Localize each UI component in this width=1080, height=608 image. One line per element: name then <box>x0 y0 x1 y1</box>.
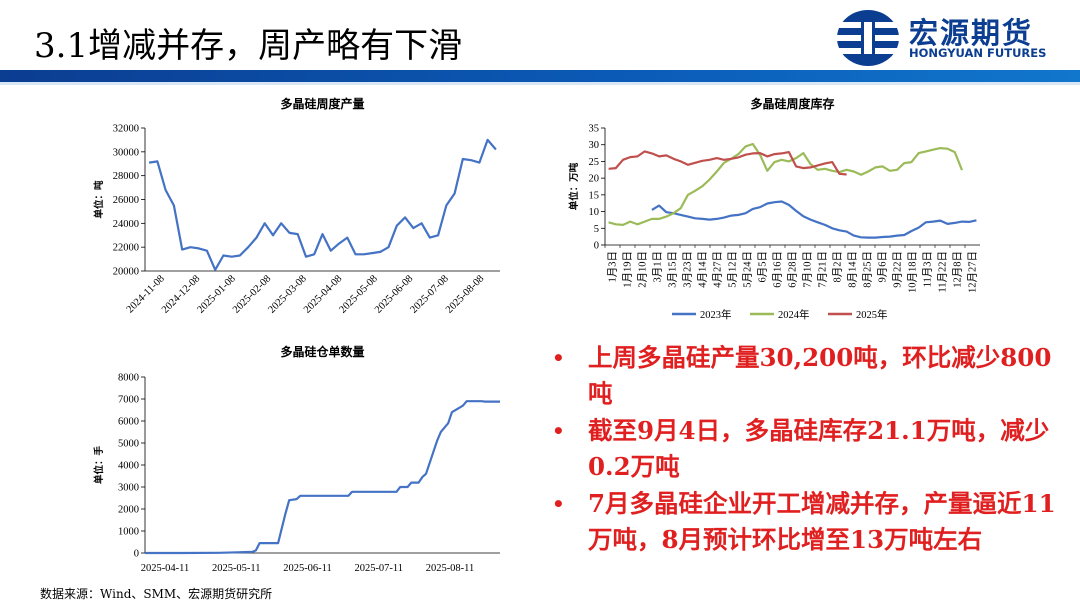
logo-english-name: HONGYUAN FUTURES <box>909 46 1047 60</box>
x-tick-label: 12月27日 <box>967 251 979 293</box>
y-axis-label: 单位：万吨 <box>568 162 580 210</box>
x-tick-label: 3月1日 <box>652 251 664 283</box>
y-tick-label: 7000 <box>118 395 139 406</box>
x-tick-label: 2025-04-11 <box>141 563 190 574</box>
y-tick-label: 8000 <box>118 373 139 384</box>
y-tick-label: 22000 <box>113 243 139 254</box>
y-tick-label: 35 <box>589 124 600 135</box>
data-source: 数据来源：Wind、SMM、宏源期货研究所 <box>40 587 273 601</box>
x-tick-label: 12月8日 <box>952 251 964 288</box>
bullet-dot-icon: • <box>552 419 565 443</box>
company-logo: 宏源期货 HONGYUAN FUTURES <box>835 8 1071 68</box>
legend-label: 2024年 <box>778 308 810 321</box>
x-tick-label: 5月24日 <box>742 251 754 288</box>
x-tick-label: 2月10日 <box>637 251 649 288</box>
x-tick-label: 2025-08-08 <box>444 273 486 315</box>
x-tick-label: 7月21日 <box>817 251 829 288</box>
x-tick-label: 11月22日 <box>937 251 949 293</box>
y-tick-label: 1000 <box>118 527 139 538</box>
x-tick-label: 8月25日 <box>862 251 874 288</box>
legend-label: 2025年 <box>856 308 888 321</box>
y-tick-label: 15 <box>589 190 600 201</box>
y-tick-label: 25 <box>589 157 600 168</box>
y-tick-label: 5000 <box>118 439 139 450</box>
x-tick-label: 2025-05-11 <box>212 563 261 574</box>
logo-chinese-name: 宏源期货 <box>909 16 1034 50</box>
x-tick-label: 3月23日 <box>682 251 694 288</box>
key-points: • 上周多晶硅产量30,200吨，环比减少800吨 • 截至9月4日，多晶硅库存… <box>548 340 1068 559</box>
logo-globe-icon <box>837 10 899 66</box>
bullet-point: • 上周多晶硅产量30,200吨，环比减少800吨 <box>548 340 1068 412</box>
x-tick-label: 1月19日 <box>622 251 634 288</box>
warrant-chart: 多晶硅仓单数量单位：手 0 1000 2000 3000 4000 5000 6000 7000… <box>60 340 520 580</box>
x-tick-label: 3月15日 <box>667 251 679 288</box>
series-line-1 <box>148 138 497 271</box>
page-title: 3.1增减并存，周产略有下滑 <box>34 26 463 66</box>
y-tick-label: 10 <box>589 207 600 218</box>
x-tick-label: 5月12日 <box>727 251 739 288</box>
y-tick-label: 3000 <box>118 483 139 494</box>
chart-title: 多晶硅仓单数量 <box>280 344 364 359</box>
y-axis-label: 单位：手 <box>93 446 105 485</box>
bullet-dot-icon: • <box>552 346 565 370</box>
y-tick-label: 4000 <box>118 461 139 472</box>
x-tick-label: 7月10日 <box>802 251 814 288</box>
series-line-1 <box>145 400 500 555</box>
y-tick-label: 0 <box>594 241 599 252</box>
bullet-text: 截至9月4日，多晶硅库存21.1万吨，减少0.2万吨 <box>588 416 1050 481</box>
series-line-1 <box>651 200 977 239</box>
bullet-text: 上周多晶硅产量30,200吨，环比减少800吨 <box>588 343 1052 408</box>
x-tick-label: 4月14日 <box>697 251 709 288</box>
x-tick-label: 2025-06-11 <box>283 563 332 574</box>
chart-title: 多晶硅周度库存 <box>750 96 834 111</box>
chart-title: 多晶硅周度产量 <box>280 96 364 111</box>
series-line-3 <box>608 150 847 176</box>
header-bar-shadow <box>0 82 1080 85</box>
y-tick-label: 6000 <box>118 417 139 428</box>
y-tick-label: 28000 <box>113 171 139 182</box>
x-tick-label: 11月3日 <box>922 251 934 287</box>
y-tick-label: 26000 <box>113 195 139 206</box>
header-bar <box>0 70 1080 82</box>
y-tick-label: 2000 <box>118 505 139 516</box>
series-line-2 <box>608 142 964 226</box>
x-tick-label: 2025-08-11 <box>426 563 475 574</box>
x-tick-label: 8月2日 <box>832 251 844 283</box>
x-tick-label: 8月14日 <box>847 251 859 288</box>
x-tick-label: 6月16日 <box>772 251 784 288</box>
y-tick-label: 30000 <box>113 147 139 158</box>
x-tick-label: 9月6日 <box>877 251 889 283</box>
y-tick-label: 5 <box>594 224 599 235</box>
x-tick-label: 6月5日 <box>757 251 769 283</box>
x-tick-label: 2025-07-11 <box>354 563 403 574</box>
x-tick-label: 10月18日 <box>907 251 919 293</box>
y-tick-label: 24000 <box>113 219 139 230</box>
y-tick-label: 0 <box>134 549 139 560</box>
y-axis-label: 单位：吨 <box>93 180 105 219</box>
inventory-chart: 多晶硅周度库存单位：万吨 0 5 10 15 20 25 30 35 1月3日 1月19日 2月10日… <box>560 92 990 332</box>
bullet-point: • 7月多晶硅企业开工增减并存，产量逼近11万吨，8月预计环比增至13万吨左右 <box>548 486 1068 558</box>
y-tick-label: 30 <box>589 140 600 151</box>
bullet-dot-icon: • <box>552 492 565 516</box>
x-tick-label: 4月27日 <box>712 251 724 288</box>
x-tick-label: 6月28日 <box>787 251 799 288</box>
bullet-text: 7月多晶硅企业开工增减并存，产量逼近11万吨，8月预计环比增至13万吨左右 <box>588 489 1056 554</box>
legend-label: 2023年 <box>700 308 732 321</box>
production-chart: 多晶硅周度产量单位：吨 20000 22000 24000 26000 28000 3000… <box>60 92 520 332</box>
x-tick-label: 9月22日 <box>892 251 904 288</box>
y-tick-label: 20 <box>589 174 600 185</box>
x-tick-label: 1月3日 <box>607 251 619 283</box>
y-tick-label: 20000 <box>113 267 139 278</box>
bullet-point: • 截至9月4日，多晶硅库存21.1万吨，减少0.2万吨 <box>548 413 1068 485</box>
y-tick-label: 32000 <box>113 124 139 135</box>
